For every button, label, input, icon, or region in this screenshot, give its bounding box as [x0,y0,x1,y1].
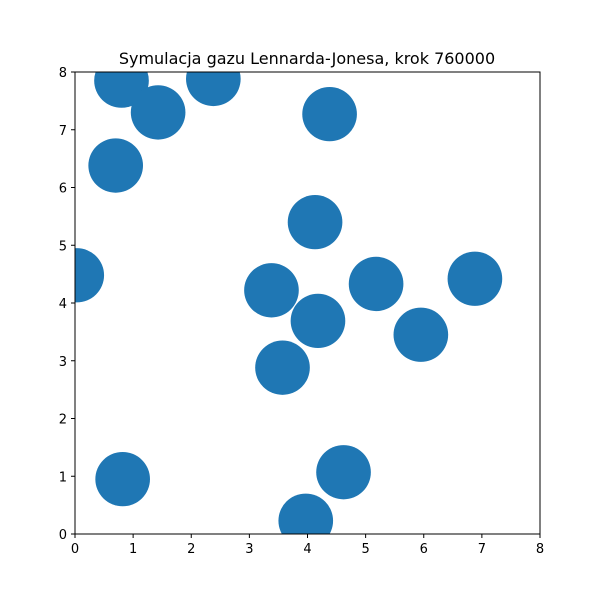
particle-point [302,87,357,142]
y-tick-label: 6 [59,182,67,197]
y-tick-label: 3 [59,355,67,370]
particle-point [88,138,144,193]
scatter-points [75,72,503,534]
y-tick-label: 2 [59,413,67,428]
particle-point [348,256,404,312]
chart-title: Symulacja gazu Lennarda-Jonesa, krok 760… [119,49,495,68]
x-tick-label: 1 [129,542,137,557]
y-tick-label: 8 [59,66,67,81]
particle-point [447,251,503,306]
y-tick-label: 1 [59,470,67,485]
x-tick-label: 2 [187,542,195,557]
x-axis: 0 1 2 3 4 5 6 7 8 [71,534,544,557]
particle-point [290,293,346,349]
particle-point [393,307,449,362]
particle-point [316,445,371,500]
particle-point [186,72,241,107]
x-tick-label: 0 [71,542,79,557]
particle-point [75,248,105,303]
y-tick-label: 7 [59,124,67,139]
y-axis: 0 1 2 3 4 5 6 7 8 [59,66,75,543]
y-tick-label: 5 [59,239,67,254]
particle-point [130,85,186,140]
y-tick-label: 0 [59,528,67,543]
x-tick-label: 6 [420,542,428,557]
x-tick-label: 4 [303,542,311,557]
x-tick-label: 3 [245,542,253,557]
x-tick-label: 7 [478,542,486,557]
y-tick-label: 4 [59,297,67,312]
x-tick-label: 5 [361,542,369,557]
particle-point [287,195,343,250]
particle-point [244,263,299,318]
particle-point [278,493,334,534]
x-tick-label: 8 [536,542,544,557]
particle-point [255,340,310,395]
particle-point [95,451,150,507]
